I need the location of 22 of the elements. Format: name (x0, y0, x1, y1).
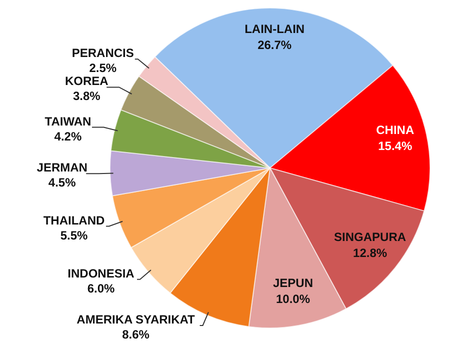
slice-label: THAILAND (43, 213, 106, 228)
data-label: 26.7% (258, 38, 292, 52)
slice-label: JERMAN (36, 160, 88, 175)
slice-label: KOREA (64, 74, 109, 88)
data-label: 4.5% (48, 176, 76, 190)
slice-label: AMERIKA SYARIKAT (76, 312, 196, 326)
data-label: 12.8% (353, 246, 388, 260)
data-label: 3.8% (72, 89, 101, 104)
slice-label: PERANCIS (72, 46, 134, 60)
data-label: 10.0% (276, 292, 310, 306)
data-label: 8.6% (122, 327, 150, 342)
slice-label: TAIWAN (44, 114, 92, 128)
data-label: 2.5% (89, 61, 117, 76)
slice-label: LAIN-LAIN (244, 22, 305, 36)
slice-label: INDONESIA (68, 266, 135, 280)
slice-label: SINGAPURA (334, 230, 406, 244)
slice-label: CHINA (376, 123, 414, 138)
data-label: 5.5% (60, 228, 88, 242)
data-label: 6.0% (87, 281, 116, 296)
data-label: 15.4% (378, 139, 412, 154)
data-label: 4.2% (54, 129, 82, 144)
slice-label: JEPUN (273, 276, 314, 290)
